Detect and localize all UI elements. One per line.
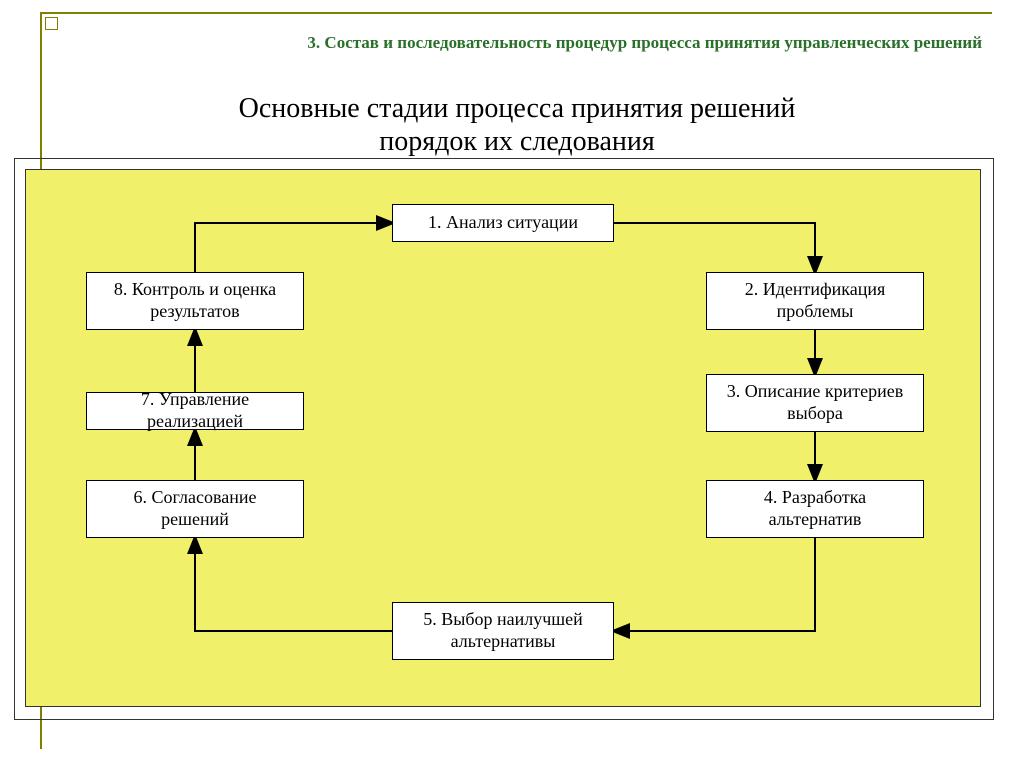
flow-node-n5: 5. Выбор наилучшейальтернативы bbox=[392, 602, 614, 660]
flow-node-n8: 8. Контроль и оценкарезультатов bbox=[86, 272, 304, 330]
edge-n8-n1 bbox=[195, 223, 392, 272]
corner-decoration bbox=[45, 17, 58, 30]
slide-title: Основные стадии процесса принятия решени… bbox=[42, 92, 992, 158]
flow-node-n3: 3. Описание критериеввыбора bbox=[706, 374, 924, 432]
flow-node-n2: 2. Идентификацияпроблемы bbox=[706, 272, 924, 330]
flow-node-n7: 7. Управление реализацией bbox=[86, 392, 304, 430]
slide-header: 3. Состав и последовательность процедур … bbox=[102, 32, 982, 54]
edge-n1-n2 bbox=[614, 223, 815, 272]
diagram-outer-frame: 1. Анализ ситуации 2. Идентификацияпробле… bbox=[14, 158, 994, 720]
flow-node-n4: 4. Разработкаальтернатив bbox=[706, 480, 924, 538]
edge-n4-n5 bbox=[614, 538, 815, 631]
title-line-1: Основные стадии процесса принятия решени… bbox=[239, 93, 796, 124]
edge-n5-n6 bbox=[195, 538, 392, 631]
flow-node-n6: 6. Согласованиерешений bbox=[86, 480, 304, 538]
flow-node-n1: 1. Анализ ситуации bbox=[392, 204, 614, 242]
diagram-canvas: 1. Анализ ситуации 2. Идентификацияпробле… bbox=[25, 169, 981, 707]
title-line-2: порядок их следования bbox=[379, 126, 655, 157]
